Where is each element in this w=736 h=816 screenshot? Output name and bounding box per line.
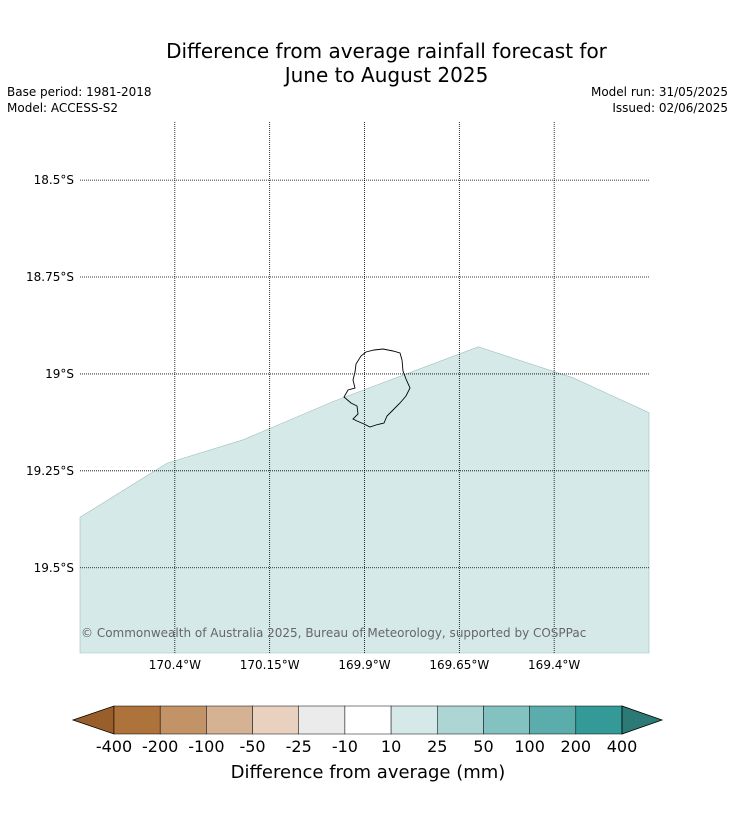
longitude-label: 170.15°W bbox=[239, 658, 300, 672]
longitude-label: 169.65°W bbox=[429, 658, 490, 672]
colorbar-tick-label: 50 bbox=[473, 737, 494, 756]
model-run: Model run: 31/05/2025 bbox=[590, 85, 728, 99]
colorbar-title: Difference from average (mm) bbox=[230, 762, 506, 783]
longitude-label: 169.9°W bbox=[338, 658, 391, 672]
colorbar-tick-label: -400 bbox=[95, 737, 133, 756]
colorbar-under-arrow bbox=[71, 705, 115, 735]
latitude-label: 18.75°S bbox=[26, 270, 74, 285]
colorbar bbox=[71, 705, 664, 735]
colorbar-segment bbox=[529, 705, 577, 735]
colorbar-tick-label: 400 bbox=[606, 737, 638, 756]
colorbar-tick-label: 25 bbox=[427, 737, 448, 756]
colorbar-segment bbox=[344, 705, 392, 735]
latitude-label: 19.25°S bbox=[26, 463, 74, 478]
latitude-label: 19°S bbox=[45, 366, 74, 381]
colorbar-tick-label: -100 bbox=[188, 737, 225, 756]
issued-date: Issued: 02/06/2025 bbox=[612, 101, 728, 115]
colorbar-segment bbox=[483, 705, 530, 735]
colorbar-tick-label: -25 bbox=[285, 737, 312, 756]
colorbar-tick-label: -10 bbox=[331, 737, 358, 756]
colorbar-segment bbox=[206, 705, 253, 735]
title-line-1: Difference from average rainfall forecas… bbox=[166, 39, 607, 63]
meta-left: Base period: 1981-2018 Model: ACCESS-S2 bbox=[7, 84, 152, 116]
longitude-label: 170.4°W bbox=[148, 658, 201, 672]
colorbar-segment bbox=[113, 705, 161, 735]
island-coastline bbox=[343, 348, 411, 428]
longitude-label: 169.4°W bbox=[528, 658, 581, 672]
latitude-label: 18.5°S bbox=[33, 173, 74, 188]
colorbar-segment bbox=[159, 705, 207, 735]
colorbar-tick-label: -50 bbox=[239, 737, 266, 756]
colorbar-segment bbox=[298, 705, 346, 735]
colorbar-tick-label: 100 bbox=[514, 737, 545, 756]
title-line-2: June to August 2025 bbox=[284, 63, 489, 87]
meta-right: Model run: 31/05/2025 Issued: 02/06/2025 bbox=[591, 84, 728, 116]
map-layer bbox=[79, 122, 650, 654]
colorbar-segment bbox=[437, 705, 484, 735]
map-title: Difference from average rainfall forecas… bbox=[0, 39, 736, 87]
base-period: Base period: 1981-2018 bbox=[7, 85, 152, 99]
colorbar-tick-label: 10 bbox=[380, 737, 402, 756]
colorbar-segment bbox=[252, 705, 299, 735]
colorbar-segment bbox=[390, 705, 438, 735]
copyright-notice: © Commonwealth of Australia 2025, Bureau… bbox=[81, 626, 587, 640]
colorbar-over-arrow bbox=[621, 705, 664, 735]
model-name: Model: ACCESS-S2 bbox=[7, 101, 119, 115]
colorbar-tick-label: -200 bbox=[142, 737, 179, 756]
colorbar-tick-label: 200 bbox=[560, 737, 592, 756]
colorbar-segment bbox=[575, 705, 623, 735]
latitude-label: 19.5°S bbox=[33, 560, 74, 575]
